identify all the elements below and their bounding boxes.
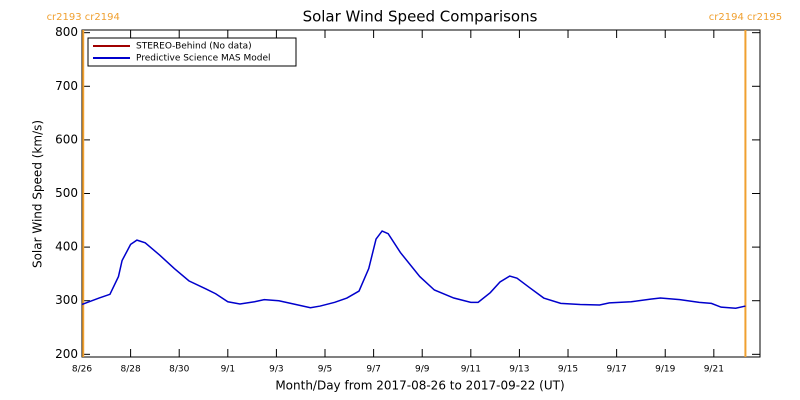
plot-frame [81,29,761,358]
series-line [81,230,746,309]
x-tick-label: 9/9 [415,365,430,375]
y-tick-label: 200 [55,347,78,361]
legend-label: STEREO-Behind (No data) [136,42,252,52]
legend-label: Predictive Science MAS Model [136,54,271,64]
carrington-label: cr2193 cr2194 [47,12,120,23]
x-tick-label: 9/17 [607,365,627,375]
x-tick-label: 9/15 [558,365,578,375]
x-tick-label: 8/26 [72,365,92,375]
x-tick-label: 9/19 [655,365,675,375]
x-axis-label: Month/Day from 2017-08-26 to 2017-09-22 … [275,379,564,393]
x-tick-label: 9/1 [221,365,235,375]
y-tick-label: 300 [55,293,78,307]
legend-box [87,37,297,67]
y-tick-label: 400 [55,240,78,254]
y-tick-label: 500 [55,186,78,200]
x-tick-label: 9/13 [509,365,529,375]
y-tick-label: 700 [55,79,78,93]
x-tick-label: 9/21 [704,365,724,375]
chart-title: Solar Wind Speed Comparisons [303,8,538,26]
carrington-label: cr2194 cr2195 [709,12,782,23]
x-tick-label: 9/7 [366,365,380,375]
y-axis-label: Solar Wind Speed (km/s) [31,120,45,268]
x-tick-label: 9/5 [318,365,332,375]
x-tick-label: 9/3 [269,365,283,375]
y-tick-label: 800 [55,25,78,39]
x-tick-label: 9/11 [461,365,481,375]
x-tick-label: 8/30 [169,365,189,375]
x-tick-label: 8/28 [120,365,140,375]
y-tick-label: 600 [55,132,78,146]
